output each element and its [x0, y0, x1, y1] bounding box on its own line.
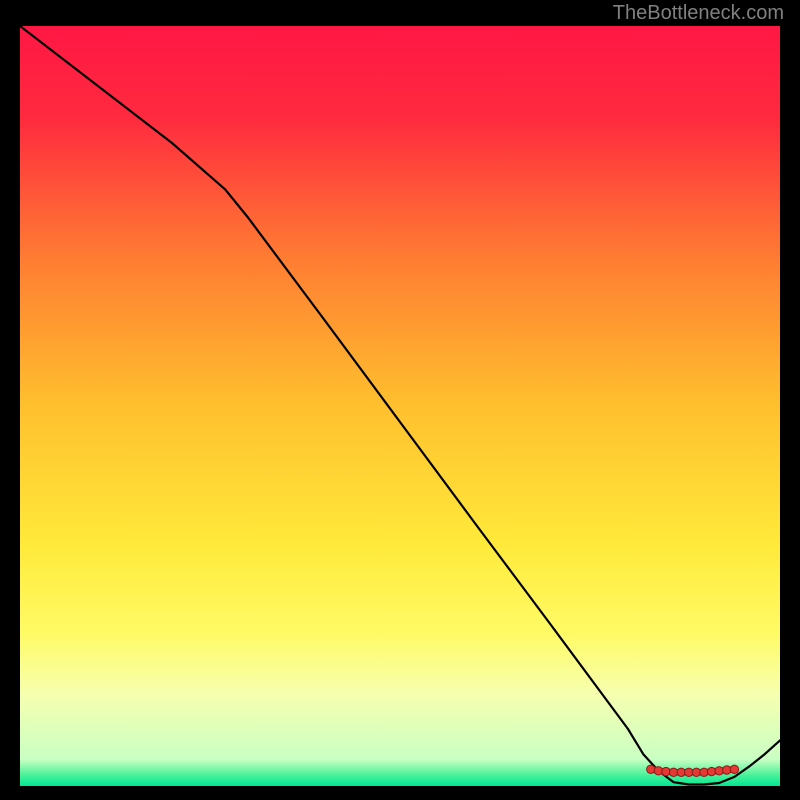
watermark-text: TheBottleneck.com — [613, 2, 784, 25]
chart-stage: TheBottleneck.com — [0, 0, 800, 800]
plot-area — [20, 26, 780, 786]
